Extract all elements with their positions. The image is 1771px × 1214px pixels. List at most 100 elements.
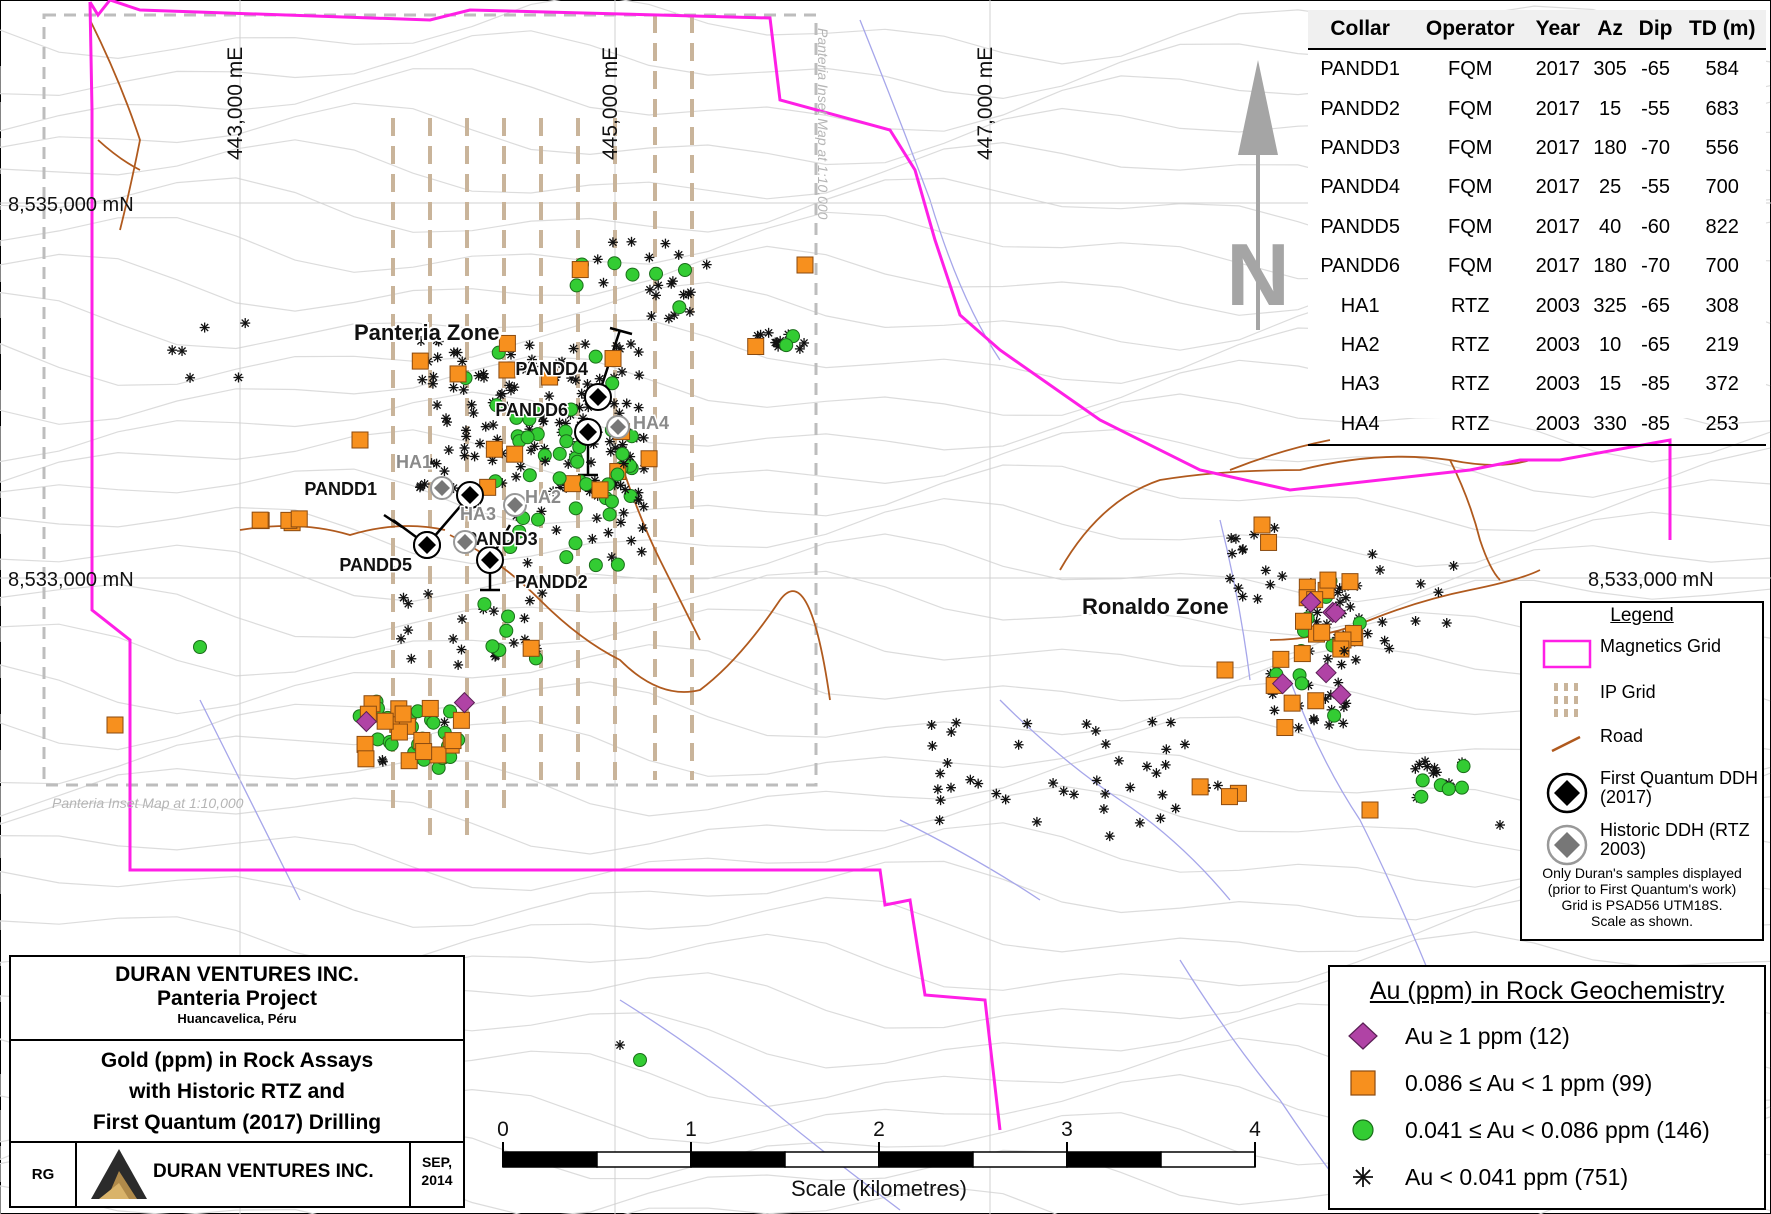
sample-au-0086: [357, 750, 375, 768]
sample-au-high: [1324, 601, 1347, 624]
sample-au-low: [448, 382, 459, 393]
collar-cell: -65: [1641, 58, 1671, 81]
legend-title: Legend: [1610, 605, 1674, 626]
sample-au-0041: [568, 501, 583, 516]
sample-au-low: [1269, 522, 1280, 533]
sample-au-0041: [477, 597, 492, 612]
collar-cell: -55: [1641, 176, 1671, 199]
sample-au-0086: [1216, 661, 1234, 679]
legend-item: First Quantum DDH (2017): [1522, 769, 1762, 809]
collar-cell: -65: [1641, 333, 1671, 356]
sample-au-low: [1031, 816, 1042, 827]
legend-note: Only Duran's samples displayed (prior to …: [1522, 865, 1762, 929]
sample-au-low: [926, 719, 937, 730]
sample-au-0086: [1276, 719, 1294, 737]
sample-au-0041: [501, 609, 516, 624]
au-legend-symbols: [1348, 1022, 1378, 1187]
sample-au-low: [592, 254, 603, 265]
sample-au-low: [1252, 593, 1263, 604]
title-block: DURAN VENTURES INC. Panteria Project Hua…: [9, 955, 465, 1208]
sample-au-low: [478, 372, 489, 383]
sample-au-0041: [530, 403, 545, 418]
magnetics-grid-icon: [1542, 639, 1592, 669]
collar-cell: 180: [1593, 255, 1627, 278]
sample-au-low: [625, 339, 636, 350]
collar-cell: FQM: [1447, 58, 1493, 81]
collar-cell: 15: [1598, 97, 1622, 120]
sample-au-low: [439, 466, 450, 477]
sample-au-low: [524, 595, 535, 606]
sample-au-low: [428, 371, 439, 382]
sample-au-0086: [411, 352, 429, 370]
sample-au-low: [521, 364, 532, 375]
drillhole-label: HA1: [396, 452, 432, 472]
map-date: SEP, 2014: [411, 1141, 463, 1208]
sample-au-low: [1384, 643, 1395, 654]
sample-au-low: [660, 238, 671, 249]
drillhole-pandd5: PANDD5: [338, 531, 441, 577]
sample-au-0041: [520, 430, 535, 445]
sample-au-low: [942, 758, 953, 769]
collar-cell: 2017: [1535, 97, 1581, 120]
project-location: Huancavelica, Péru: [177, 1011, 297, 1026]
scale-tick-label: 0: [497, 1118, 509, 1141]
legend-symbols: [1542, 639, 1592, 866]
company-name: DURAN VENTURES INC.: [115, 963, 359, 986]
collar-cell: 2003: [1535, 294, 1581, 317]
sample-au-low: [1293, 722, 1304, 733]
sample-au-low: [233, 372, 244, 383]
sample-au-low: [1339, 645, 1350, 656]
sample-au-low: [587, 533, 598, 544]
sample-au-0086: [1220, 788, 1238, 806]
collar-cell: 2003: [1535, 373, 1581, 396]
sample-au-0041: [672, 300, 687, 315]
au-legend-item: 0.041 ≤ Au < 0.086 ppm (146): [1330, 1117, 1764, 1163]
subtitle-line-2: with Historic RTZ and: [129, 1080, 345, 1103]
sample-au-low: [423, 588, 434, 599]
sample-au-low: [1312, 607, 1323, 618]
scale-segment: [1066, 1151, 1162, 1168]
scale-tick-label: 3: [1061, 1118, 1073, 1141]
sample-au-0086: [522, 639, 540, 657]
au-trace-icon: [1353, 1167, 1373, 1187]
sample-au-0086: [506, 445, 524, 463]
easting-label-447000: 447,000 mE: [974, 47, 997, 160]
sample-au-low: [934, 815, 945, 826]
sample-au-0086: [351, 431, 369, 449]
sample-au-low: [240, 318, 251, 329]
sample-au-low: [1367, 549, 1378, 560]
sample-au-low: [1379, 635, 1390, 646]
legend-note-line: Scale as shown.: [1591, 913, 1693, 929]
title-footer-block: RG DURAN VENTURES INC. SEP, 2014: [11, 1141, 463, 1208]
legend-item-label: Magnetics Grid: [1600, 636, 1722, 656]
sample-au-low: [433, 336, 444, 347]
sample-au-0041: [588, 558, 603, 573]
sample-au-low: [1000, 794, 1011, 805]
legend-item: IP Grid: [1522, 679, 1762, 719]
collar-cell: 700: [1705, 255, 1739, 278]
sample-au-low: [591, 513, 602, 524]
drillhole-ha1: HA1: [394, 451, 454, 500]
scale-segment: [502, 1151, 598, 1168]
au-mid-icon: [1350, 1070, 1376, 1096]
sample-au-low: [951, 717, 962, 728]
sample-au-low: [946, 726, 957, 737]
collar-cell: 219: [1705, 333, 1739, 356]
sample-au-low: [1420, 756, 1431, 767]
collar-row: PANDD6 FQM 2017 180 -70 700: [1308, 247, 1766, 286]
legend-item-label: IP Grid: [1600, 682, 1656, 702]
north-arrow: N: [1226, 60, 1290, 330]
legend-item-label: First Quantum DDH (2017): [1600, 768, 1759, 807]
collar-table-header: Collar Operator Year Az Dip TD (m): [1308, 10, 1766, 50]
sample-au-0041: [559, 434, 574, 449]
sample-au-low: [673, 249, 684, 260]
sample-au-low: [1345, 601, 1356, 612]
sample-au-low: [636, 546, 647, 557]
author-initials: RG: [11, 1141, 77, 1208]
sample-au-low: [1495, 820, 1505, 830]
sample-au-low: [603, 527, 614, 538]
sample-au-0086: [541, 368, 559, 386]
collar-row: PANDD5 FQM 2017 40 -60 822: [1308, 208, 1766, 247]
title-company-block: DURAN VENTURES INC. Panteria Project Hua…: [11, 957, 463, 1041]
sample-au-low: [1170, 803, 1181, 814]
